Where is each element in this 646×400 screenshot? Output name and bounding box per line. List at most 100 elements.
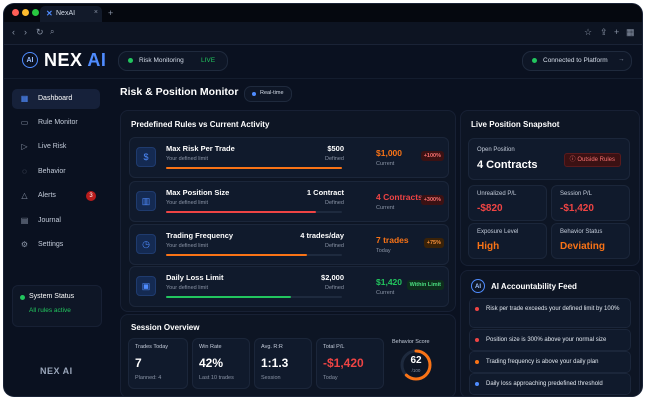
sidebar-item-dashboard[interactable]: ▦ Dashboard (12, 89, 100, 109)
tabs-grid-icon[interactable]: ▦ (626, 27, 635, 37)
stat-label: Trades Today (135, 344, 169, 350)
share-icon[interactable]: ⇪ (600, 27, 608, 37)
rule-card-max-risk[interactable]: $ Max Risk Per Trade Your defined limit … (129, 137, 449, 178)
browser-tab[interactable]: ✕ NexAI × (40, 6, 102, 22)
rule-name: Max Position Size (166, 188, 230, 197)
ai-badge-icon: AI (471, 279, 485, 293)
system-status-title: System Status (29, 293, 75, 300)
sidebar-item-label: Behavior (38, 168, 66, 175)
rule-current: 7 trades (376, 235, 409, 245)
snapshot-label: Session P/L (560, 191, 593, 197)
snapshot-label: Exposure Level (477, 229, 519, 235)
sidebar-item-label: Settings (38, 241, 64, 248)
sidebar-item-behavior[interactable]: ◌ Behavior (12, 162, 100, 182)
dollar-icon: $ (136, 147, 156, 167)
back-icon[interactable]: ‹ (12, 27, 15, 37)
rule-sub: Your defined limit (166, 243, 208, 249)
rule-current-label: Today (376, 248, 391, 254)
tab-bar: ✕ NexAI × + (4, 4, 642, 22)
stat-sub: Session (261, 375, 281, 381)
browser-window: ✕ NexAI × + ‹ › ↻ ⌕ ☆ ⇪ + ▦ AI NEX AI Ri… (4, 4, 642, 396)
close-window-button[interactable] (12, 9, 19, 16)
snapshot-value: High (477, 241, 500, 252)
rule-card-daily-loss[interactable]: ▣ Daily Loss Limit Your defined limit $2… (129, 266, 449, 307)
stat-label: Win Rate (199, 344, 222, 350)
rule-current: 4 Contracts (376, 192, 423, 202)
tab-close-button[interactable]: × (93, 9, 98, 16)
rule-value: $500 (327, 144, 344, 153)
stat-sub: Last 10 trades (199, 375, 234, 381)
maximize-window-button[interactable] (32, 9, 39, 16)
logo-ai-text: AI (87, 50, 107, 70)
minimize-window-button[interactable] (22, 9, 29, 16)
feed-text: Daily loss approaching predefined thresh… (486, 381, 603, 387)
rule-current: $1,420 (376, 277, 402, 287)
exposure-level-card: Exposure Level High (468, 223, 547, 259)
connection-status: Connected to Platform (543, 57, 608, 64)
warning-icon: △ (21, 191, 28, 200)
rule-value: 4 trades/day (300, 231, 344, 240)
snapshot-value: -$1,420 (560, 203, 594, 214)
feed-title: AI Accountability Feed (491, 282, 577, 291)
monitoring-status: LIVE (201, 57, 216, 64)
rule-value: $2,000 (321, 273, 344, 282)
sidebar-item-rule-monitor[interactable]: ▭ Rule Monitor (12, 113, 100, 133)
logout-icon[interactable]: → (618, 56, 625, 63)
rule-status-chip: +100% (420, 151, 444, 161)
rule-progress-track (166, 167, 342, 169)
sidebar-item-journal[interactable]: ▤ Journal (12, 211, 100, 231)
sidebar-item-label: Journal (38, 217, 61, 224)
rule-card-trading-frequency[interactable]: ◷ Trading Frequency Your defined limit 4… (129, 224, 449, 265)
session-pl-card: Session P/L -$1,420 (551, 185, 630, 221)
new-tab-button[interactable]: + (108, 8, 114, 18)
rule-current-label: Current (376, 205, 395, 211)
stat-label: Avg. R:R (261, 344, 283, 350)
add-icon[interactable]: + (614, 27, 620, 37)
tab-title: NexAI (56, 10, 76, 17)
rule-name: Trading Frequency (166, 231, 234, 240)
feed-item[interactable]: Risk per trade exceeds your defined limi… (469, 298, 631, 328)
rule-current-label: Current (376, 290, 395, 296)
connection-pill[interactable]: Connected to Platform → (522, 51, 632, 71)
sidebar-item-label: Dashboard (38, 95, 73, 102)
forward-icon[interactable]: › (24, 27, 27, 37)
sidebar-item-label: Rule Monitor (38, 119, 78, 126)
stat-value: 1:1.3 (261, 356, 289, 370)
feed-dot-icon (475, 307, 479, 311)
session-title: Session Overview (131, 323, 200, 332)
open-position-card: Open Position 4 Contracts ⓘ Outside Rule… (468, 138, 630, 180)
logo-main-text: NEX (44, 50, 83, 70)
feed-item[interactable]: Daily loss approaching predefined thresh… (469, 373, 631, 395)
gear-icon: ⚙ (20, 240, 29, 249)
behavior-score: Behavior Score 62 /100 (388, 338, 448, 392)
open-position-value: 4 Contracts (477, 159, 538, 171)
behavior-score-gauge (400, 349, 432, 381)
clock-icon: ◷ (136, 234, 156, 254)
footer-logo: NEX AI (40, 366, 73, 376)
snapshot-value: -$820 (477, 203, 503, 214)
rules-panel-title: Predefined Rules vs Current Activity (131, 120, 270, 129)
rule-value: 1 Contract (306, 188, 344, 197)
rule-card-max-position[interactable]: ▥ Max Position Size Your defined limit 1… (129, 181, 449, 222)
sidebar-item-live-risk[interactable]: ▷ Live Risk (12, 137, 100, 157)
monitoring-label: Risk Monitoring (139, 57, 184, 64)
system-status-text: All rules active (29, 307, 71, 314)
rule-progress-fill (166, 254, 307, 256)
feed-dot-icon (475, 382, 479, 386)
feed-item[interactable]: Position size is 300% above your normal … (469, 329, 631, 351)
behavior-score-label: Behavior Score (392, 339, 430, 345)
outside-rules-text: Outside Rules (577, 157, 615, 163)
rule-defined: Defined (325, 285, 344, 291)
reload-icon[interactable]: ↻ (36, 27, 44, 37)
search-icon[interactable]: ⌕ (50, 27, 55, 36)
bookmark-icon[interactable]: ☆ (584, 27, 593, 37)
feed-item[interactable]: Trading frequency is above your daily pl… (469, 351, 631, 373)
stat-sub: Planned: 4 (135, 375, 162, 381)
rule-status-chip: Within Limit (406, 280, 444, 290)
sidebar-item-settings[interactable]: ⚙ Settings (12, 235, 100, 255)
rule-sub: Your defined limit (166, 156, 208, 162)
risk-monitoring-pill[interactable]: Risk Monitoring LIVE (118, 51, 228, 71)
sidebar-item-alerts[interactable]: △ Alerts 3 (12, 186, 100, 206)
feed-text: Position size is 300% above your normal … (486, 337, 607, 343)
behavior-score-max: /100 (411, 368, 421, 373)
